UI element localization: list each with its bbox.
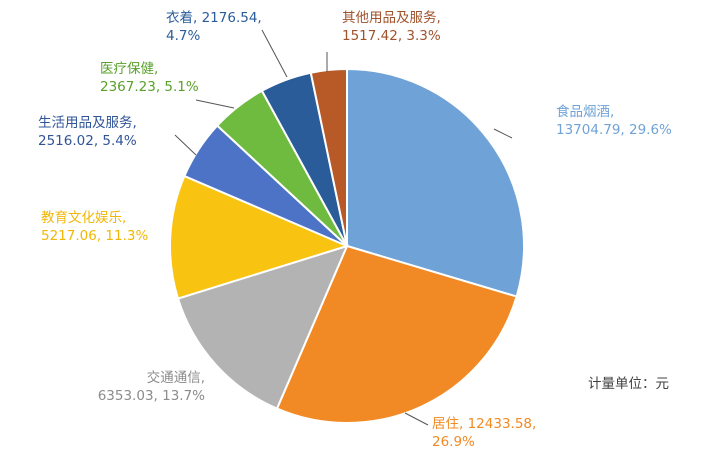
data-label: 医疗保健, 2367.23, 5.1% <box>100 61 199 95</box>
data-label: 交通通信, 6353.03, 13.7% <box>98 369 205 404</box>
pie-slice <box>309 67 348 247</box>
pie-slice <box>176 244 349 410</box>
pie-slice <box>346 67 525 298</box>
leader-line <box>261 29 288 78</box>
pie-slice <box>275 244 518 424</box>
data-label: 其他用品及服务, 1517.42, 3.3% <box>342 10 441 44</box>
data-label: 衣着, 2176.54, 4.7% <box>166 9 262 44</box>
data-label: 生活用品及服务, 2516.02, 5.4% <box>38 115 137 149</box>
pie-slice <box>169 174 350 300</box>
leader-line <box>174 134 197 156</box>
leader-line <box>404 412 429 426</box>
data-label: 食品烟酒, 13704.79, 29.6% <box>556 103 672 138</box>
leader-line <box>195 99 235 109</box>
leader-line <box>493 128 513 139</box>
unit-note: 计量单位：元 <box>588 376 669 392</box>
data-label: 居住, 12433.58, 26.9% <box>432 416 536 450</box>
data-label: 教育文化娱乐, 5217.06, 11.3% <box>41 210 148 244</box>
